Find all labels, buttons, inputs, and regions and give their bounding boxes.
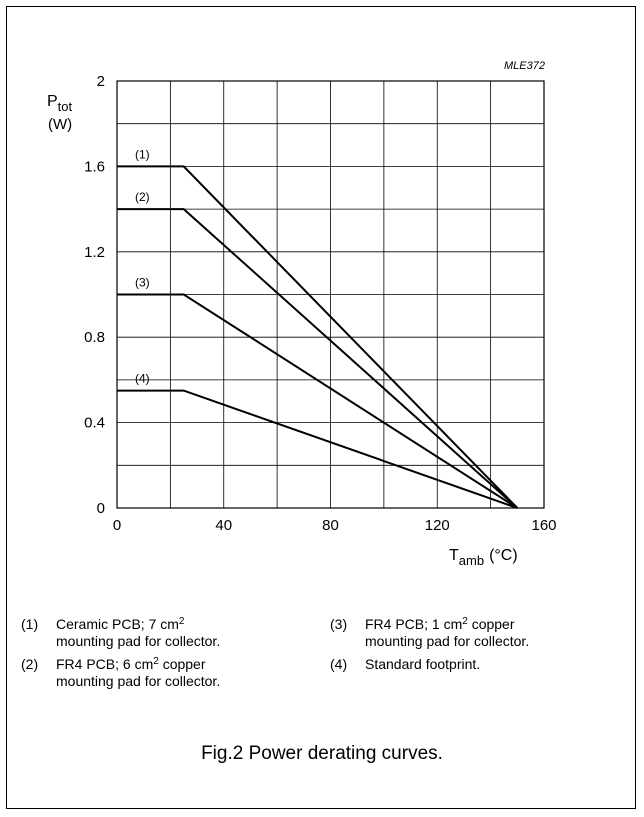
legend-number: (1) [21,616,39,632]
figure-caption: Fig.2 Power derating curves. [201,743,443,764]
derating-chart: 0 40 80 120 160 0 0.4 0.8 1.2 1.6 2 (1) (2) (3) (4) M… [47,60,557,568]
legend-text: FR4 PCB; 1 cm [365,616,463,632]
legend-text-post: copper [467,616,515,632]
chart-code: MLE372 [504,60,545,72]
y-tick-label: 0.8 [84,329,105,346]
series-line-3 [117,293,518,509]
x-axis-label: Tamb (°C) [449,547,518,568]
y-tick-label: 2 [97,73,105,90]
legend-text-line2: mounting pad for collector. [56,633,221,649]
y-tick-label: 1.2 [84,244,105,261]
legend-text-line2: mounting pad for collector. [56,673,221,689]
series-label-1: (1) [135,147,150,161]
series-line-4 [117,389,518,509]
x-tick-label: 120 [425,517,450,534]
legend-text: FR4 PCB; 6 cm [56,656,154,672]
y-tick-label: 0 [97,500,105,517]
y-axis-label-main: P [47,93,58,110]
series-line-2 [117,208,518,509]
x-axis-label-unit: (°C) [489,547,518,564]
x-tick-label: 0 [113,517,121,534]
y-axis-label-sub: tot [58,99,73,114]
series-line-1 [117,165,519,509]
x-tick-label: 40 [215,517,232,534]
chart-tick-labels: 0 40 80 120 160 0 0.4 0.8 1.2 1.6 2 [84,73,556,534]
series-label-4: (4) [135,372,150,386]
x-axis-label-main: T [449,547,459,564]
y-axis-label: Ptot [47,93,73,114]
legend-text-post: copper [158,656,206,672]
y-axis-unit: (W) [48,116,72,133]
legend-number: (3) [330,616,348,632]
legend-text-line2: mounting pad for collector. [365,633,530,649]
figure-frame [6,6,636,809]
legend-sup: 2 [462,616,468,627]
x-tick-label: 80 [322,517,339,534]
chart-series: (1) (2) (3) (4) [117,147,519,509]
legend-text: Standard footprint. [365,656,481,672]
y-tick-label: 0.4 [84,415,105,432]
x-axis-label-sub: amb [459,553,484,568]
series-label-2: (2) [135,190,150,204]
legend-number: (4) [330,656,348,672]
x-tick-label: 160 [531,517,556,534]
series-label-3: (3) [135,276,150,290]
legend-number: (2) [21,656,39,672]
y-tick-label: 1.6 [84,158,105,175]
legend-sup: 2 [153,656,159,667]
legend-sup: 2 [178,616,185,627]
legend-text: Ceramic PCB; 7 cm [56,616,179,632]
